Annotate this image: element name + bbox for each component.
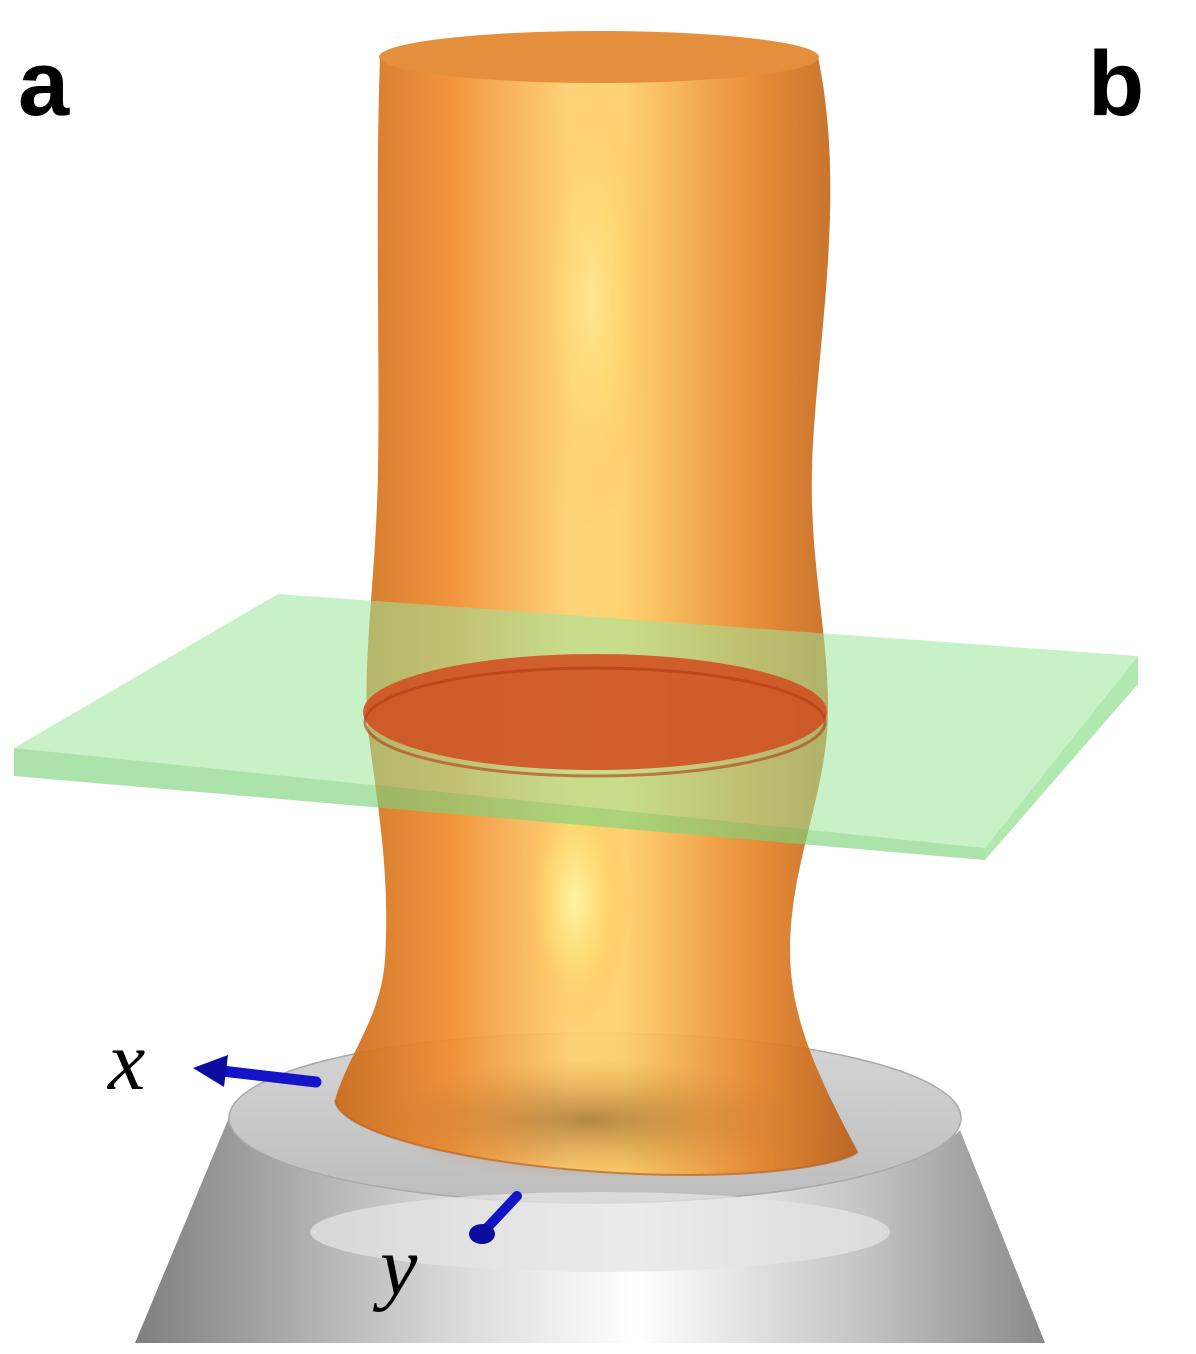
column-body bbox=[335, 57, 858, 1175]
panel-label-b: b bbox=[1088, 33, 1145, 135]
column-base-rim bbox=[334, 1099, 859, 1177]
column-upper-glow bbox=[532, 70, 652, 530]
column-top-cap bbox=[379, 31, 819, 83]
y-axis-arrow bbox=[469, 1191, 522, 1244]
x-axis-arrow bbox=[193, 1055, 322, 1088]
column-lower-glow bbox=[520, 770, 630, 1030]
cross-section-disk bbox=[363, 654, 827, 770]
pedestal-top-inner bbox=[310, 1192, 890, 1272]
x-axis-label: x bbox=[108, 1015, 146, 1108]
orange-column bbox=[334, 31, 859, 1180]
y-axis-label: y bbox=[380, 1220, 418, 1313]
panel-label-a: a bbox=[18, 33, 70, 135]
cross-section-rim bbox=[363, 666, 827, 778]
column-base-shadow bbox=[370, 1060, 810, 1180]
plane-right-edge bbox=[985, 656, 1138, 860]
plane-front-edge bbox=[14, 748, 985, 860]
cross-section bbox=[363, 654, 827, 778]
